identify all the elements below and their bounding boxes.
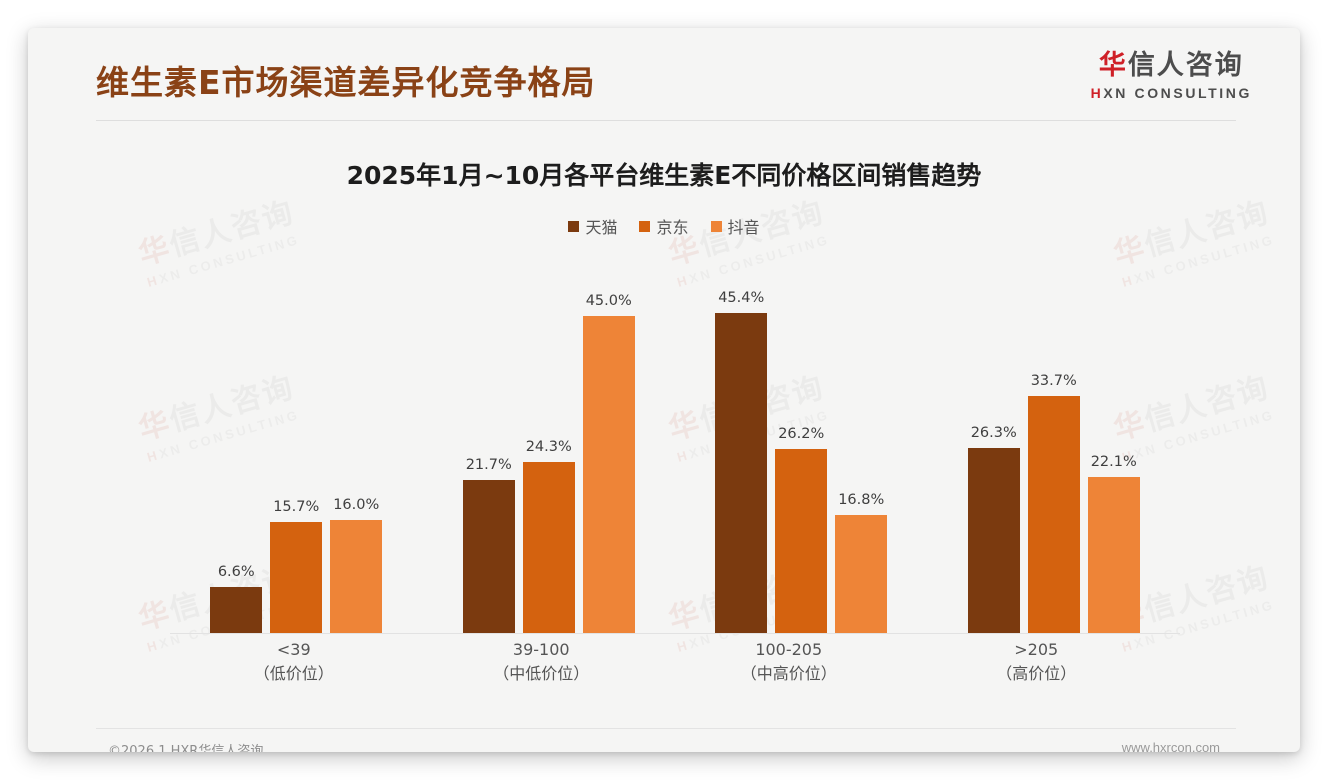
bar-京东->205[interactable]: 33.7% — [1027, 252, 1080, 633]
company-logo: 华信人咨询 HXN CONSULTING — [1091, 52, 1252, 100]
bar-groups: 6.6% 15.7% 16.0% 21.7% 24.3% 45.0% 45.4% 26.2% 1… — [170, 252, 1180, 633]
category-label: <39 — [276, 640, 311, 659]
bar-rect[interactable] — [715, 313, 768, 633]
bar-rect[interactable] — [522, 462, 575, 633]
header-divider — [96, 120, 1236, 121]
legend-item-京东[interactable]: 京东 — [639, 214, 689, 238]
category-sublabel: （高价位） — [996, 664, 1077, 683]
chart-legend: 天猫 京东 抖音 — [28, 214, 1300, 238]
legend-item-天猫[interactable]: 天猫 — [568, 214, 617, 238]
x-axis-line — [170, 633, 1180, 634]
x-axis-category-<39: <39 （低价位） — [204, 638, 384, 686]
bar-value-label: 24.3% — [525, 439, 572, 455]
logo-en-accent-char: H — [1090, 85, 1104, 101]
bar-天猫-100-205[interactable]: 45.4% — [715, 252, 768, 633]
category-label: >205 — [1014, 640, 1059, 659]
logo-en-rest-chars: XN CONSULTING — [1103, 85, 1252, 101]
bar-rect[interactable] — [210, 587, 263, 633]
slide: 华信人咨询 HXN CONSULTING 华信人咨询 HXN CONSULTING 华信… — [28, 28, 1300, 752]
bar-group-39-100: 21.7% 24.3% 45.0% — [462, 252, 635, 633]
bar-天猫-39-100[interactable]: 21.7% — [462, 252, 515, 633]
legend-swatch-icon — [568, 220, 580, 232]
page-title: 维生素E市场渠道差异化竞争格局 — [96, 63, 596, 102]
bar-rect[interactable] — [330, 520, 383, 633]
category-label: 39-100 — [512, 640, 570, 659]
category-sublabel: （低价位） — [253, 664, 334, 683]
footer-divider — [96, 728, 1236, 729]
bar-rect[interactable] — [462, 480, 515, 633]
bar-京东-39-100[interactable]: 24.3% — [522, 252, 575, 633]
legend-label: 京东 — [656, 218, 689, 237]
x-axis-category-39-100: 39-100 （中低价位） — [451, 638, 631, 686]
footer-website: www.hxrcon.com — [1121, 740, 1220, 752]
category-sublabel: （中低价位） — [493, 664, 590, 683]
bar-value-label: 22.1% — [1090, 454, 1137, 470]
bar-抖音-100-205[interactable]: 16.8% — [835, 252, 888, 633]
bar-value-label: 15.7% — [273, 499, 320, 515]
bar-天猫-<39[interactable]: 6.6% — [210, 252, 263, 633]
legend-swatch-icon — [639, 220, 651, 232]
chart-plot-area: 6.6% 15.7% 16.0% 21.7% 24.3% 45.0% 45.4% 26.2% 1… — [140, 252, 1208, 634]
bar-rect[interactable] — [1087, 477, 1140, 633]
x-axis-category-100-205: 100-205 （中高价位） — [699, 638, 879, 686]
bar-rect[interactable] — [967, 448, 1020, 633]
bar-value-label: 16.8% — [838, 492, 885, 508]
bar-京东-100-205[interactable]: 26.2% — [775, 252, 828, 633]
bar-value-label: 21.7% — [465, 457, 512, 473]
bar-天猫->205[interactable]: 26.3% — [967, 252, 1020, 633]
bar-group->205: 26.3% 33.7% 22.1% — [967, 252, 1140, 633]
bar-抖音->205[interactable]: 22.1% — [1087, 252, 1140, 633]
bar-group-<39: 6.6% 15.7% 16.0% — [210, 252, 383, 633]
logo-english-text: HXN CONSULTING — [1091, 86, 1252, 100]
bar-group-100-205: 45.4% 26.2% 16.8% — [715, 252, 888, 633]
logo-rest-chars: 信人咨询 — [1127, 50, 1244, 81]
bar-rect[interactable] — [582, 316, 635, 633]
bar-value-label: 26.2% — [778, 426, 825, 442]
legend-label: 天猫 — [585, 218, 618, 237]
bar-value-label: 16.0% — [333, 497, 380, 513]
slide-header: 维生素E市场渠道差异化竞争格局 华信人咨询 HXN CONSULTING — [28, 28, 1300, 124]
bar-rect[interactable] — [775, 449, 828, 633]
bar-rect[interactable] — [270, 522, 323, 633]
category-sublabel: （中高价位） — [740, 664, 837, 683]
x-axis-category->205: >205 （高价位） — [946, 638, 1126, 686]
bar-抖音-39-100[interactable]: 45.0% — [582, 252, 635, 633]
bar-value-label: 45.0% — [585, 293, 632, 309]
bar-value-label: 45.4% — [718, 290, 765, 306]
legend-item-抖音[interactable]: 抖音 — [710, 214, 760, 238]
logo-accent-char: 华 — [1098, 50, 1128, 81]
chart-title: 2025年1月~10月各平台维生素E不同价格区间销售趋势 — [346, 161, 982, 190]
bar-value-label: 33.7% — [1030, 373, 1077, 389]
legend-swatch-icon — [710, 220, 722, 232]
bar-value-label: 6.6% — [217, 564, 255, 580]
x-axis-categories: <39 （低价位） 39-100 （中低价位） 100-205 （中高价位） >205 （高价… — [170, 638, 1160, 686]
legend-label: 抖音 — [727, 218, 760, 237]
bar-抖音-<39[interactable]: 16.0% — [330, 252, 383, 633]
logo-chinese-text: 华信人咨询 — [1091, 52, 1252, 79]
bar-rect[interactable] — [1027, 396, 1080, 633]
bar-rect[interactable] — [835, 515, 888, 633]
bar-value-label: 26.3% — [970, 425, 1017, 441]
footer-copyright: ©2026.1 HXR华信人咨询 — [108, 744, 264, 752]
category-label: 100-205 — [755, 640, 823, 659]
bar-京东-<39[interactable]: 15.7% — [270, 252, 323, 633]
